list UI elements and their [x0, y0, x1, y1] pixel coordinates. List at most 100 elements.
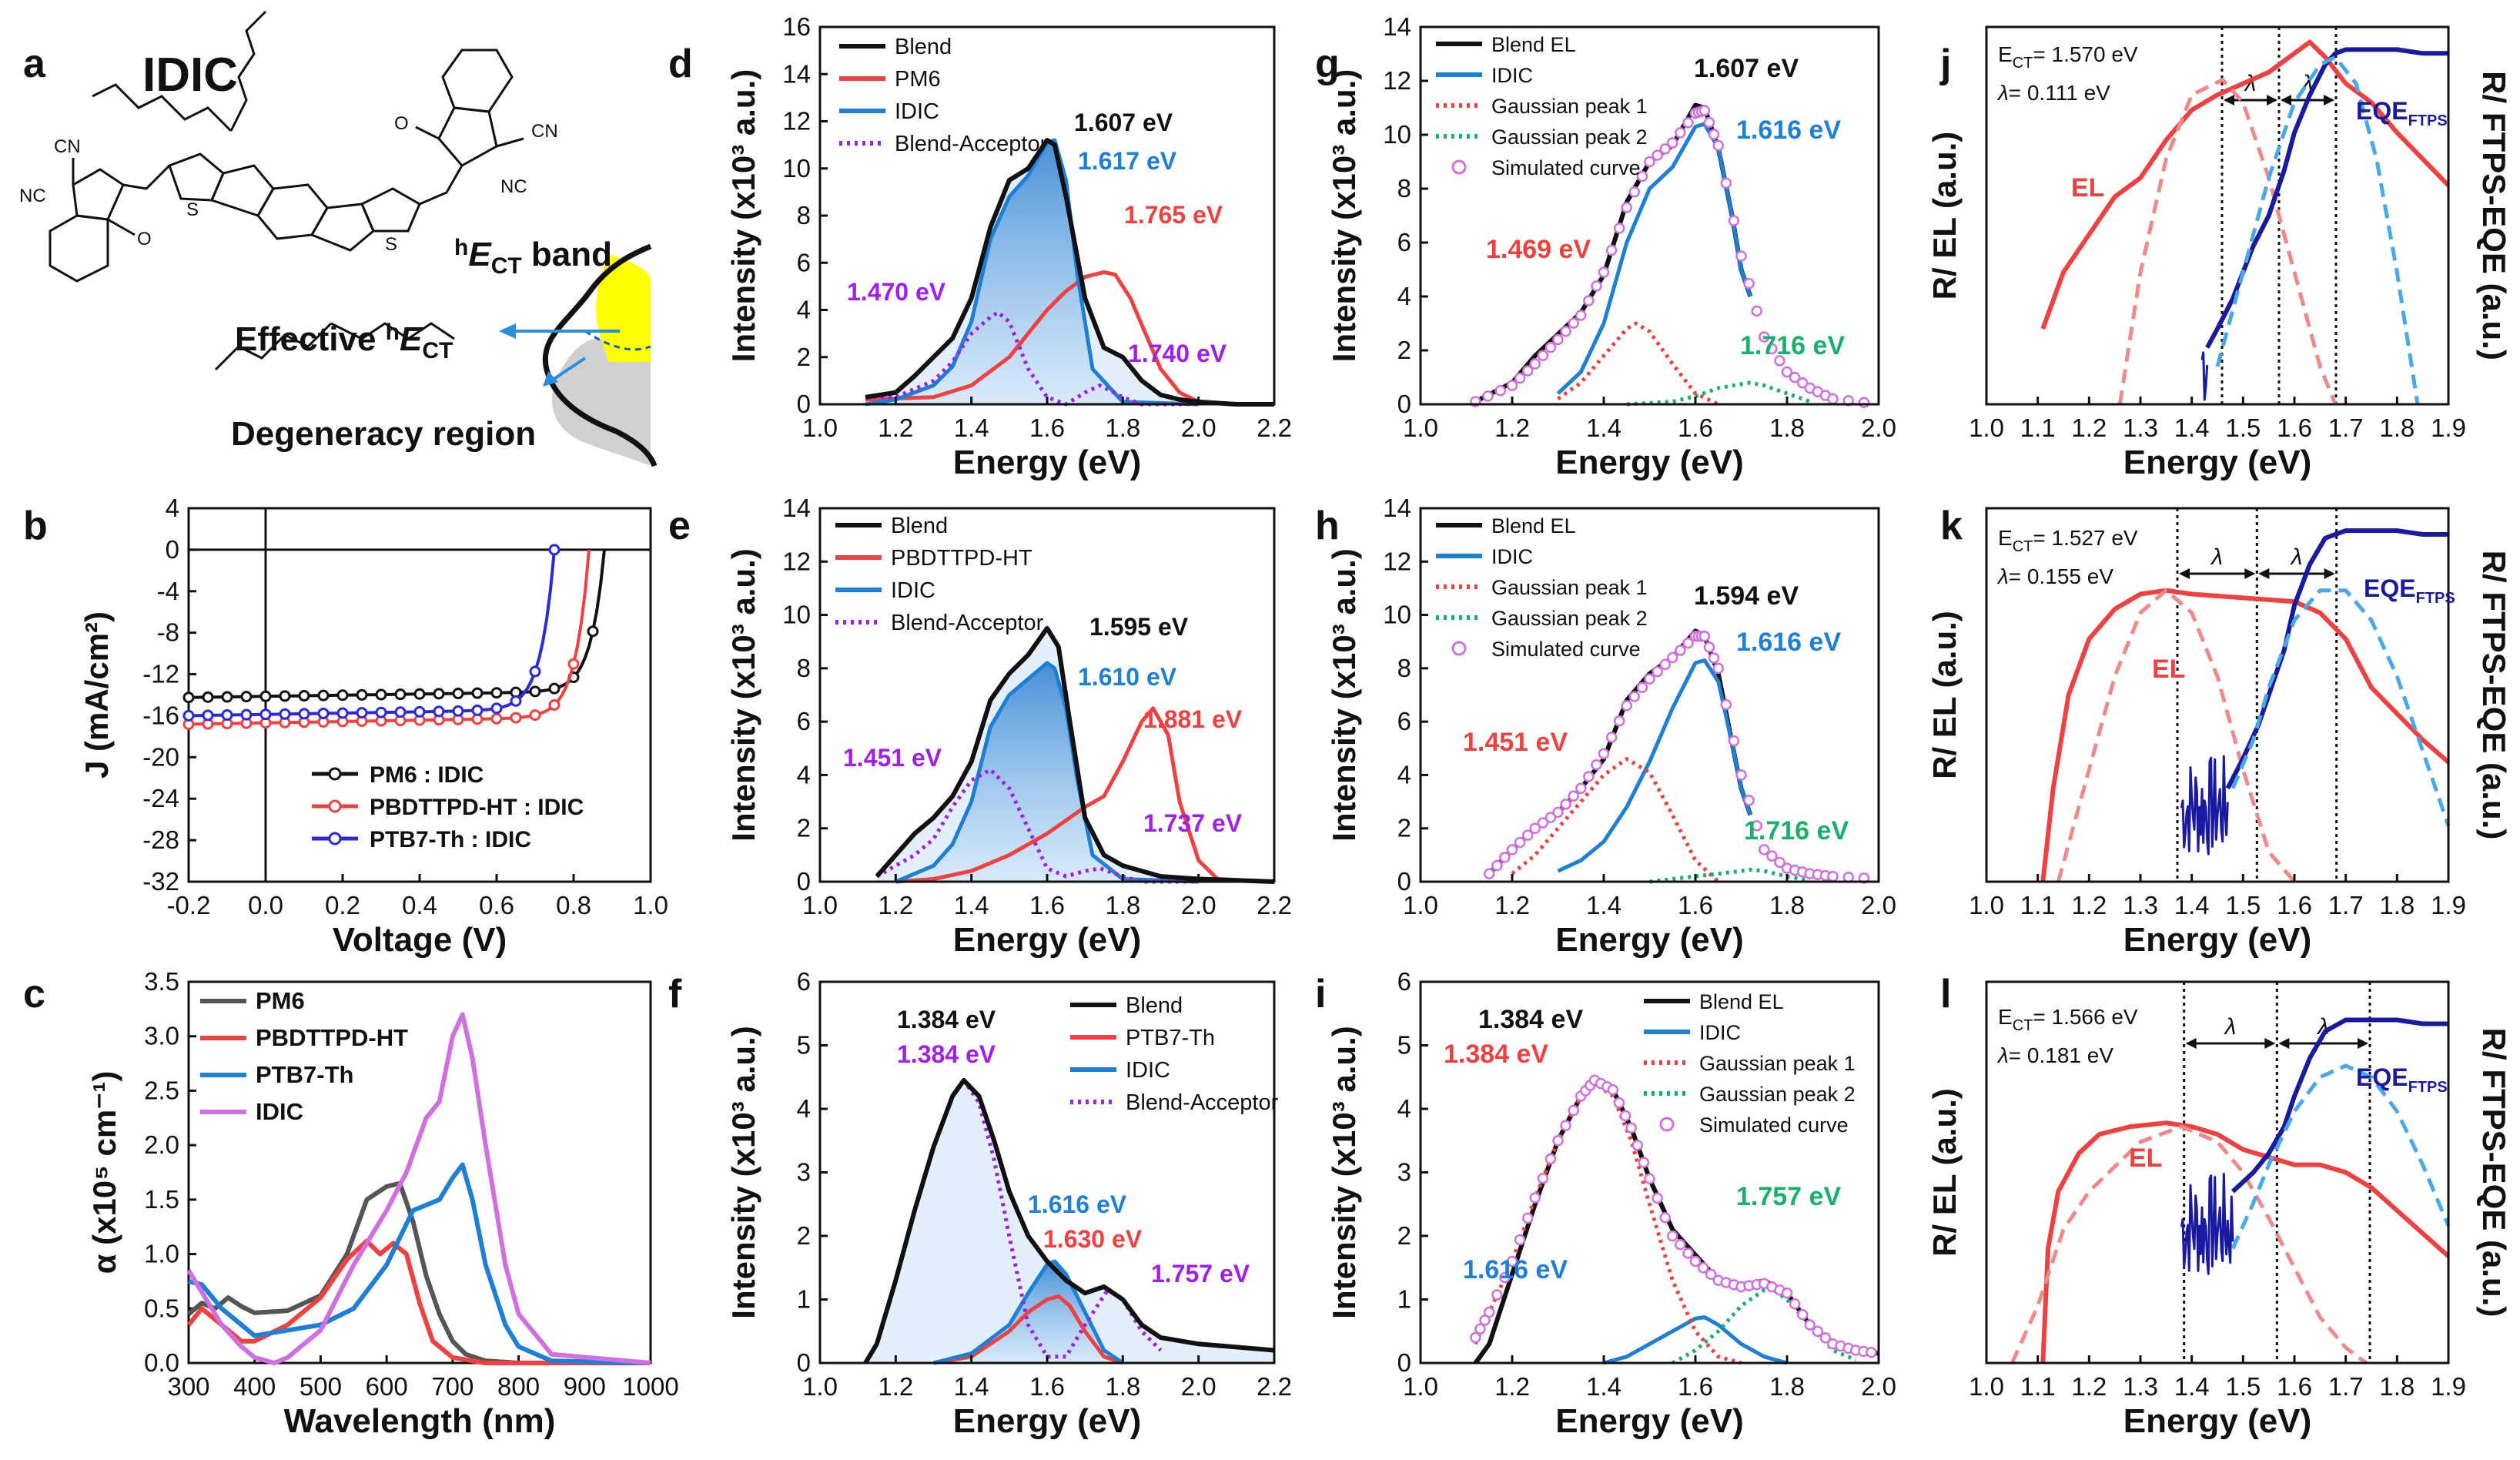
eqe-subscript: FTPS: [2408, 1079, 2448, 1096]
gaussian-curve: [1474, 1081, 1742, 1365]
x-tick-label: 0.2: [325, 891, 360, 919]
y-tick-label: 3.5: [144, 967, 179, 996]
x-tick-label: 2.0: [1861, 1372, 1896, 1401]
x-tick-label: 1.7: [2328, 891, 2364, 919]
x-tick-label: 700: [431, 1372, 474, 1401]
x-tick-label: 1.2: [2071, 414, 2107, 442]
oxygen-atom: O: [137, 229, 152, 249]
simulated-marker: [1759, 844, 1770, 856]
legend-label: Gaussian peak 1: [1491, 576, 1648, 599]
peak-label: 1.616 eV: [1736, 628, 1841, 657]
panel-letter-c: c: [23, 972, 45, 1016]
eqe-subscript: FTPS: [2416, 590, 2455, 607]
lambda-value: = 0.155 eV: [2009, 564, 2114, 588]
ect-subscript: CT: [2013, 55, 2033, 72]
plot-frame: [1419, 25, 1880, 406]
cyano-group: NC: [19, 186, 46, 206]
simulated-marker: [1521, 829, 1534, 841]
cyano-bond: [496, 137, 524, 148]
legend-label: Simulated curve: [1699, 1113, 1849, 1137]
peak-label: 1.616 eV: [1463, 1255, 1568, 1284]
x-tick-label: 0.6: [479, 891, 514, 919]
lambda-symbol: λ: [2210, 544, 2223, 570]
idic-area: [865, 140, 1199, 404]
legend-label: Simulated curve: [1491, 156, 1641, 179]
vinyl-linker: [122, 164, 171, 190]
y-tick-label: 8: [797, 654, 811, 682]
simulated-marker: [1529, 358, 1541, 370]
y-tick-label: 14: [782, 59, 811, 88]
jv-marker: [529, 685, 541, 698]
alkyl-chain: [214, 322, 333, 371]
legend-label: PBDTTPD-HT: [891, 546, 1032, 571]
y-tick-label: -20: [142, 742, 179, 771]
jv-marker: [394, 706, 407, 718]
x-tick-label: 2.2: [1257, 891, 1292, 919]
peak-label: 1.616 eV: [1028, 1190, 1127, 1218]
x-tick-label: 1.0: [1403, 414, 1438, 442]
simulated-marker: [1575, 310, 1587, 321]
y-tick-label: 12: [1383, 547, 1411, 575]
simulated-marker: [1598, 266, 1610, 278]
x-tick-label: 1.6: [1029, 1372, 1065, 1401]
y-tick-label: 4: [1397, 282, 1411, 310]
y-tick-label: 1.5: [144, 1185, 179, 1214]
simulated-marker: [1708, 652, 1720, 664]
x-tick-label: 1.0: [802, 414, 838, 442]
x-tick-label: 2.2: [1257, 1372, 1292, 1401]
donor-curve: [895, 706, 1275, 884]
el-label: EL: [2071, 173, 2104, 203]
idic-curve: [1603, 1315, 1788, 1365]
y-tick-label: -12: [142, 660, 179, 688]
y-tick-label: 12: [782, 107, 811, 136]
x-tick-label: 2.0: [1861, 414, 1896, 442]
el-fit-curve: [2056, 588, 2296, 883]
ect-value: = 1.570 eV: [2033, 42, 2138, 66]
y-axis-label: R/ EL (a.u.): [1926, 132, 1963, 300]
jv-marker: [433, 688, 445, 700]
x-tick-label: 1.1: [2020, 1372, 2056, 1401]
simulated-marker: [1529, 822, 1541, 834]
x-tick-label: 400: [233, 1372, 276, 1401]
simulated-marker: [1552, 333, 1564, 346]
simulated-marker: [1652, 149, 1663, 161]
blend-area: [865, 1080, 1274, 1363]
jv-marker: [259, 708, 272, 721]
arrow-head: [2224, 95, 2234, 105]
jv-curve: [188, 549, 591, 726]
y-axis-label-right: R/ FTPS-EQE (a.u.): [2476, 551, 2512, 840]
simulated-marker: [1804, 1319, 1816, 1331]
simulated-marker: [1568, 790, 1579, 802]
panel-letter-d: d: [668, 42, 693, 86]
legend-swatch: [1451, 159, 1467, 175]
peak-label: 1.384 eV: [1478, 1005, 1583, 1034]
panel-a-band: hECT band Effective hECT Degeneracy regi…: [231, 235, 658, 467]
blend-curve: [865, 138, 1274, 407]
legend-label: Blend-Acceptor: [891, 611, 1044, 635]
idic-title: IDIC: [142, 49, 238, 102]
jv-marker: [490, 712, 503, 725]
simulated-marker: [1781, 366, 1793, 378]
simulated-marker: [1667, 137, 1678, 149]
legend-label: Blend: [891, 514, 948, 538]
x-tick-label: 1.5: [2225, 1372, 2261, 1401]
eqe-text: EQE: [2356, 1063, 2408, 1091]
simulated-marker: [1720, 177, 1732, 189]
legend-label: Gaussian peak 2: [1699, 1083, 1856, 1106]
legend-label: IDIC: [891, 578, 935, 603]
simulated-marker: [1613, 715, 1625, 727]
panel-b: -0.2 0.0 0.2 0.4 0.6 0.8 1.0 4 0 -4 -8 -12 -16 -20 -24…: [79, 494, 668, 959]
plot-frame: [1985, 25, 2450, 406]
absorption-curve: [186, 1012, 651, 1365]
legend-marker: [328, 767, 342, 781]
jv-marker: [317, 689, 330, 702]
peak-label: 1.610 eV: [1078, 663, 1177, 691]
blend-acceptor-curve: [875, 768, 1199, 884]
simulated-marker: [1514, 372, 1526, 384]
x-tick-label: 1.8: [1769, 1372, 1805, 1401]
peak-label: 1.384 eV: [897, 1040, 996, 1068]
panel-f: 1.0 1.2 1.4 1.6 1.8 2.0 2.2 0 1 2 3 4 5 6 Energy (eV) I…: [725, 967, 1292, 1440]
x-tick-label: 1.5: [2225, 414, 2261, 442]
y-tick-label: 4: [1397, 760, 1411, 789]
peak-label: 1.757 eV: [1151, 1260, 1250, 1288]
